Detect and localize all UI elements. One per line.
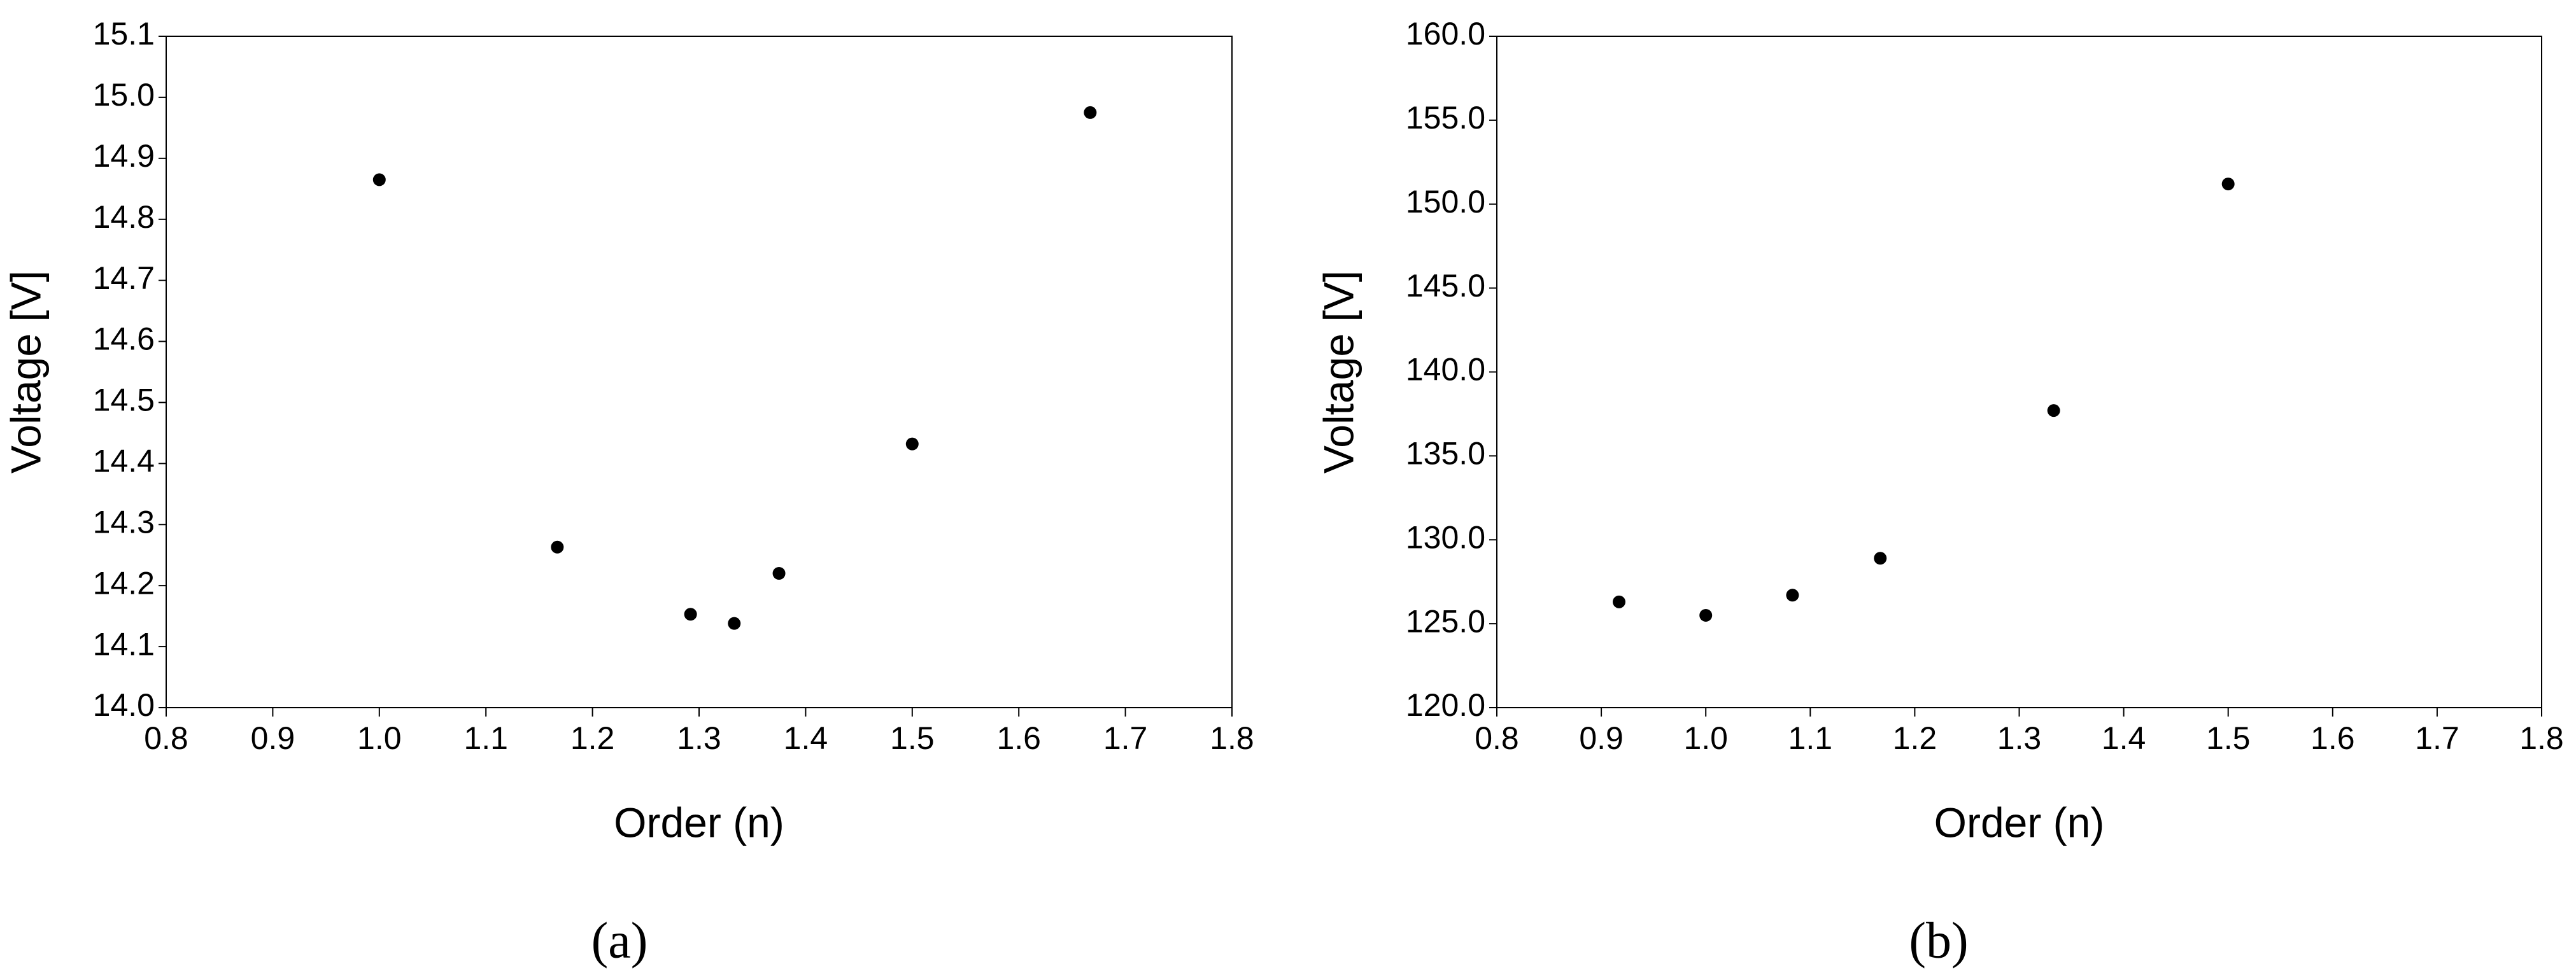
x-tick-label: 1.3 [1997, 720, 2042, 756]
chart: 14.0 14.1 14.2 14.3 14.4 14.5 14.6 14.7 14.8 14.9… [2, 16, 1254, 969]
data-point [772, 567, 786, 580]
y-tick-label: 140.0 [1406, 352, 1485, 388]
x-tick-label: 1.2 [570, 720, 615, 756]
data-point [372, 173, 386, 186]
x-tick-label: 1.3 [677, 720, 721, 756]
x-tick-label: 0.9 [251, 720, 295, 756]
plot-frame [166, 36, 1233, 708]
y-tick-label: 14.7 [93, 260, 155, 296]
data-point [2221, 178, 2235, 191]
data-point [1786, 589, 1799, 602]
y-tick-label: 14.8 [93, 199, 155, 235]
x-tick-label: 0.8 [1475, 720, 1519, 756]
y-tick-label: 145.0 [1406, 268, 1485, 304]
data-point [1874, 552, 1887, 565]
data-point [1612, 595, 1625, 608]
data-point [2047, 404, 2060, 417]
x-tick-label: 0.8 [144, 720, 188, 756]
x-tick-label: 1.7 [2415, 720, 2459, 756]
y-tick-label: 14.4 [93, 444, 155, 479]
x-tick-label: 1.8 [2519, 720, 2564, 756]
x-tick-label: 1.2 [1893, 720, 1937, 756]
y-axis-title: Voltage [V] [2, 270, 49, 473]
x-tick-label: 1.6 [2311, 720, 2355, 756]
y-tick-label: 160.0 [1406, 16, 1485, 52]
x-tick-label: 1.5 [2206, 720, 2251, 756]
x-tick-label: 1.4 [2102, 720, 2146, 756]
y-tick-label: 14.5 [93, 382, 155, 418]
x-tick-label: 1.8 [1210, 720, 1254, 756]
data-point [684, 608, 697, 621]
y-axis-title: Voltage [V] [1315, 270, 1362, 473]
x-tick-label: 0.9 [1579, 720, 1624, 756]
data-point [905, 437, 919, 451]
y-tick-label: 130.0 [1406, 519, 1485, 555]
x-tick-label: 1.4 [784, 720, 828, 756]
x-axis-title: Order (n) [1934, 799, 2105, 846]
x-tick-label: 1.7 [1103, 720, 1148, 756]
y-tick-label: 14.0 [93, 687, 155, 723]
y-tick-label: 120.0 [1406, 687, 1485, 723]
y-tick-label: 14.1 [93, 626, 155, 662]
plot-frame [1496, 36, 2542, 708]
y-tick-label: 14.2 [93, 565, 155, 601]
y-tick-label: 155.0 [1406, 100, 1485, 136]
caption: (b) [1909, 913, 1968, 969]
y-tick-label: 135.0 [1406, 436, 1485, 472]
x-tick-label: 1.1 [464, 720, 508, 756]
x-tick-label: 1.6 [996, 720, 1041, 756]
y-tick-label: 14.6 [93, 321, 155, 357]
data-point [1699, 608, 1713, 622]
y-tick-label: 150.0 [1406, 184, 1485, 220]
data-point [1084, 106, 1097, 119]
x-tick-label: 1.0 [1683, 720, 1728, 756]
data-point [551, 540, 564, 554]
y-tick-label: 15.1 [93, 16, 155, 52]
y-tick-label: 15.0 [93, 77, 155, 113]
chart: 120.0 125.0 130.0 135.0 140.0 145.0 150.0 155.0… [1315, 16, 2563, 969]
x-tick-label: 1.0 [357, 720, 402, 756]
caption: (a) [591, 913, 648, 969]
y-tick-label: 14.9 [93, 138, 155, 174]
y-tick-label: 14.3 [93, 504, 155, 540]
x-axis-title: Order (n) [614, 799, 784, 846]
data-point [728, 617, 741, 630]
x-tick-label: 1.1 [1788, 720, 1833, 756]
x-tick-label: 1.5 [890, 720, 935, 756]
y-tick-label: 125.0 [1406, 603, 1485, 639]
